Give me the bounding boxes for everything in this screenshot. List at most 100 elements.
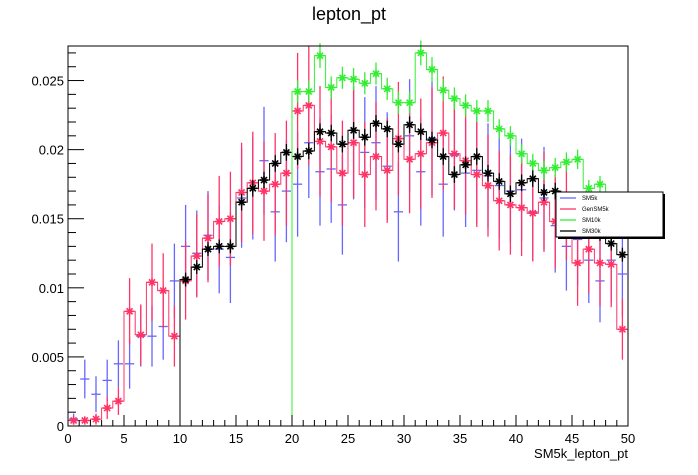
star-marker-d2 bbox=[372, 119, 380, 127]
star-marker-d2 bbox=[383, 85, 391, 93]
star-marker-d2 bbox=[294, 88, 302, 96]
star-marker-d2 bbox=[316, 128, 324, 136]
data-point bbox=[561, 152, 571, 172]
y-tick-label: 0.015 bbox=[31, 212, 64, 227]
series-layer bbox=[67, 40, 628, 427]
legend-label: SM5k bbox=[582, 196, 598, 202]
data-point bbox=[326, 124, 336, 142]
data-point bbox=[539, 184, 549, 201]
star-marker-d2 bbox=[126, 307, 134, 315]
star-marker-d2 bbox=[417, 49, 425, 57]
data-point bbox=[382, 77, 392, 100]
data-point bbox=[69, 416, 79, 425]
star-marker-d2 bbox=[338, 169, 346, 177]
star-marker-d2 bbox=[450, 170, 458, 179]
star-marker-d2 bbox=[226, 215, 234, 223]
star-marker-d2 bbox=[361, 79, 369, 87]
data-point bbox=[505, 126, 515, 146]
data-point bbox=[102, 359, 112, 402]
star-marker-d2 bbox=[551, 187, 559, 195]
data-point bbox=[80, 416, 90, 425]
data-point bbox=[337, 66, 347, 89]
star-marker-d2 bbox=[574, 155, 582, 163]
star-marker-d2 bbox=[439, 152, 447, 161]
legend-entry: SM30k bbox=[560, 229, 602, 235]
data-point bbox=[237, 193, 247, 211]
data-point bbox=[315, 86, 325, 197]
data-point bbox=[225, 239, 235, 254]
data-point bbox=[203, 193, 213, 283]
data-point bbox=[494, 151, 504, 251]
data-point bbox=[494, 119, 504, 139]
star-marker-d2 bbox=[495, 197, 503, 205]
star-marker-d2 bbox=[137, 331, 145, 339]
x-tick-label: 20 bbox=[285, 431, 299, 446]
star-marker-d2 bbox=[271, 180, 279, 188]
star-marker-d2 bbox=[305, 147, 313, 155]
star-marker-d2 bbox=[394, 99, 402, 107]
y-tick-label: 0 bbox=[57, 419, 64, 434]
data-point bbox=[326, 76, 336, 99]
data-point bbox=[360, 72, 370, 95]
data-point bbox=[528, 153, 538, 174]
star-marker-d2 bbox=[305, 101, 313, 109]
x-axis-label: SM5k_lepton_pt bbox=[534, 446, 628, 461]
star-marker-d2 bbox=[92, 415, 100, 423]
x-tick-label: 50 bbox=[621, 431, 635, 446]
data-point bbox=[573, 149, 583, 169]
data-point bbox=[461, 156, 471, 174]
star-marker-d2 bbox=[406, 155, 414, 163]
star-marker-d2 bbox=[282, 148, 290, 156]
data-point bbox=[337, 135, 347, 153]
star-marker-d2 bbox=[249, 184, 257, 192]
star-marker-d2 bbox=[327, 83, 335, 92]
star-marker-d2 bbox=[260, 187, 268, 195]
data-point bbox=[169, 305, 179, 367]
star-marker-d2 bbox=[204, 245, 212, 253]
data-point bbox=[505, 155, 515, 255]
star-marker-d2 bbox=[618, 325, 626, 333]
data-point bbox=[461, 94, 471, 117]
star-marker-d2 bbox=[462, 101, 470, 109]
star-marker-d2 bbox=[294, 152, 302, 161]
data-point bbox=[102, 396, 112, 420]
star-marker-d2 bbox=[585, 245, 593, 253]
star-marker-d2 bbox=[361, 133, 369, 141]
data-point bbox=[259, 141, 269, 241]
star-marker-d2 bbox=[540, 198, 548, 206]
legend-label: GenSM5k bbox=[582, 207, 610, 213]
star-marker-d2 bbox=[540, 188, 548, 197]
star-marker-d2 bbox=[596, 259, 604, 267]
data-point bbox=[427, 57, 437, 82]
star-marker-d2 bbox=[417, 150, 425, 158]
star-marker-d2 bbox=[372, 70, 380, 78]
star-marker-d2 bbox=[450, 94, 458, 103]
data-point bbox=[617, 298, 627, 360]
x-tick-label: 40 bbox=[509, 431, 523, 446]
star-marker-d2 bbox=[70, 416, 78, 425]
star-marker-d2 bbox=[506, 132, 514, 140]
star-marker-d2 bbox=[238, 188, 246, 197]
x-tick-label: 25 bbox=[341, 431, 355, 446]
data-point bbox=[584, 180, 594, 197]
y-tick-label: 0.025 bbox=[31, 74, 64, 89]
data-point bbox=[449, 166, 459, 183]
star-marker-d2 bbox=[439, 129, 447, 137]
data-point bbox=[405, 116, 415, 134]
x-tick-label: 35 bbox=[453, 431, 467, 446]
axes-layer: 0 5 10 15 20 25 30 35 40 45 50 0 0.005 0.01 0.015 0.02 0… bbox=[31, 52, 635, 446]
star-marker-d2 bbox=[506, 190, 514, 198]
data-point bbox=[113, 387, 123, 415]
data-point bbox=[472, 99, 482, 122]
star-marker-d2 bbox=[529, 175, 537, 183]
x-tick-label: 30 bbox=[397, 431, 411, 446]
star-marker-d2 bbox=[518, 150, 526, 158]
x-tick-label: 5 bbox=[120, 431, 127, 446]
star-marker-d2 bbox=[607, 240, 615, 248]
data-point bbox=[125, 338, 135, 389]
star-marker-d2 bbox=[495, 177, 503, 185]
star-marker-d2 bbox=[574, 259, 582, 267]
star-marker-d2 bbox=[193, 252, 201, 260]
star-marker-d2 bbox=[170, 332, 178, 340]
data-point bbox=[393, 135, 403, 153]
